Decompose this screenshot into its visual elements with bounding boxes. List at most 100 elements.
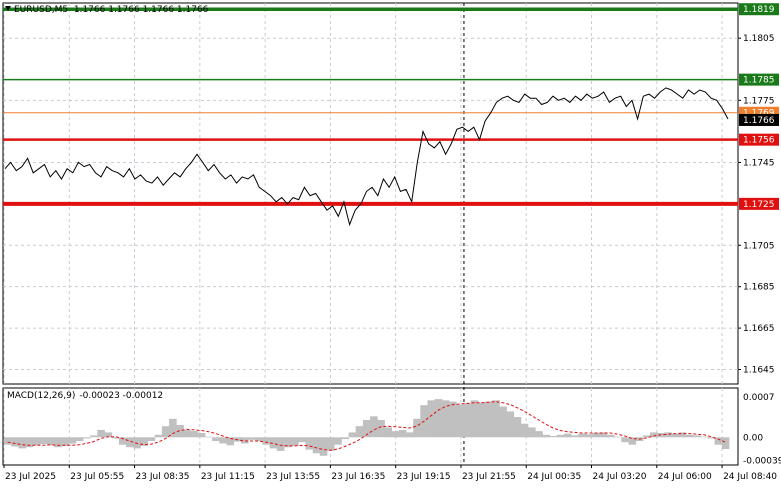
macd-y-tick-label: 0.00 xyxy=(743,433,763,443)
macd-histogram-bar xyxy=(664,432,672,438)
y-tick-label: 1.1805 xyxy=(743,34,775,44)
macd-histogram-bar xyxy=(32,437,41,446)
macd-histogram-bar xyxy=(571,435,579,438)
macd-histogram-bar xyxy=(219,437,227,444)
macd-histogram-bar xyxy=(140,437,148,446)
macd-histogram-bar xyxy=(406,432,414,438)
macd-histogram-bar xyxy=(470,400,479,438)
macd-histogram-bar xyxy=(449,401,457,438)
x-tick-label: 23 Jul 11:15 xyxy=(201,472,255,482)
macd-histogram-bar xyxy=(714,437,723,445)
x-tick-label: 24 Jul 08:40 xyxy=(723,472,777,482)
macd-histogram-bar xyxy=(377,420,385,438)
macd-histogram-bar xyxy=(513,417,522,438)
macd-histogram-bar xyxy=(621,437,629,443)
chart-header: EURUSD,M5 1.1766 1.1766 1.1766 1.1766 xyxy=(5,5,208,15)
level-badge-label: 1.1769 xyxy=(743,109,775,119)
macd-histogram-bar xyxy=(499,406,507,438)
ohlc-values: 1.1766 1.1766 1.1766 1.1766 xyxy=(73,5,209,15)
x-tick-label: 24 Jul 00:35 xyxy=(527,472,581,482)
macd-histogram-bar xyxy=(133,437,141,449)
macd-histogram-bar xyxy=(190,431,199,438)
macd-histogram-bar xyxy=(599,432,608,438)
macd-histogram-bar xyxy=(614,436,622,438)
x-tick-label: 23 Jul 2025 xyxy=(5,472,56,482)
macd-histogram-bar xyxy=(607,434,615,438)
current-price-label: 1.1766 xyxy=(743,116,775,126)
macd-histogram-bar xyxy=(578,433,586,438)
level-badge xyxy=(739,73,779,86)
y-tick-label: 1.1685 xyxy=(743,283,775,293)
macd-histogram-bar xyxy=(18,437,26,449)
macd-histogram-bar xyxy=(413,418,421,438)
level-badge-label: 1.1785 xyxy=(743,76,775,86)
macd-histogram-bar xyxy=(68,437,77,444)
macd-histogram-bar xyxy=(25,437,34,448)
macd-histogram-bar xyxy=(83,437,91,439)
macd-histogram-bar xyxy=(262,437,270,445)
x-tick-label: 24 Jul 03:20 xyxy=(593,472,647,482)
macd-histogram-bar xyxy=(362,420,371,438)
x-tick-label: 23 Jul 19:15 xyxy=(397,472,451,482)
y-tick-label: 1.1665 xyxy=(743,324,775,334)
macd-histogram-bar xyxy=(305,437,314,450)
macd-histogram-bar xyxy=(312,437,321,454)
macd-histogram-bar xyxy=(556,434,565,438)
macd-histogram-bar xyxy=(334,437,342,445)
symbol-label: EURUSD,M5 xyxy=(14,5,69,15)
macd-histogram-bar xyxy=(111,437,120,439)
dropdown-triangle-icon[interactable] xyxy=(5,6,11,11)
y-tick-label: 1.1775 xyxy=(743,96,775,106)
macd-histogram-bar xyxy=(284,437,292,448)
macd-histogram-bar xyxy=(298,437,306,443)
macd-histogram-bar xyxy=(183,429,192,438)
macd-histogram-bar xyxy=(154,434,163,438)
macd-histogram-bar xyxy=(355,426,364,438)
macd-histogram-bar xyxy=(341,437,349,440)
macd-histogram-bar xyxy=(11,437,19,447)
macd-histogram-bar xyxy=(147,437,156,441)
macd-histogram-bar xyxy=(391,431,400,438)
chart-frame xyxy=(2,2,739,466)
macd-histogram-bar xyxy=(700,436,708,438)
level-badge xyxy=(739,133,779,146)
macd-histogram-bar xyxy=(506,411,515,438)
macd-histogram-bar xyxy=(535,431,543,438)
macd-histogram-bar xyxy=(678,432,687,438)
y-tick-label: 1.1645 xyxy=(743,366,775,376)
macd-histogram-bar xyxy=(384,427,392,438)
x-tick-label: 23 Jul 05:55 xyxy=(70,472,124,482)
level-badge-label: 1.1819 xyxy=(743,5,775,15)
macd-histogram-bar xyxy=(542,434,550,438)
macd-histogram-bar xyxy=(585,434,593,438)
level-lines xyxy=(3,7,738,206)
macd-histogram-bar xyxy=(161,426,170,438)
macd-histogram-bar xyxy=(441,400,450,438)
current-price-badge xyxy=(739,113,779,126)
macd-histogram-bar xyxy=(628,437,637,445)
level-badge xyxy=(739,3,779,16)
macd-histogram-bar xyxy=(97,429,105,438)
axes: 1.1805 1.1775 1.1745 1.1705 1.1685 1.1665 1.16… xyxy=(3,3,781,482)
macd-y-tick-label: -0.00039 xyxy=(743,456,781,466)
macd-histogram-bar xyxy=(205,436,213,438)
macd-panel xyxy=(4,399,730,456)
main-panel-border xyxy=(2,2,739,385)
x-tick-label: 23 Jul 21:55 xyxy=(462,472,516,482)
macd-histogram-bar xyxy=(90,435,98,438)
macd-histogram-bar xyxy=(477,402,486,438)
price-series xyxy=(4,87,729,227)
macd-histogram-bar xyxy=(104,432,113,438)
macd-histogram-bar xyxy=(226,437,235,446)
macd-y-tick-label: 0.0007 xyxy=(743,393,775,403)
macd-histogram-bar xyxy=(549,436,558,438)
macd-histogram-bar xyxy=(434,399,443,438)
level-badge-label: 1.1756 xyxy=(743,136,775,146)
price-line xyxy=(4,87,729,227)
macd-histogram-bar xyxy=(54,437,62,448)
macd-histogram-bar xyxy=(61,437,69,446)
macd-histogram-bar xyxy=(75,437,84,441)
macd-histogram-bar xyxy=(520,423,529,438)
